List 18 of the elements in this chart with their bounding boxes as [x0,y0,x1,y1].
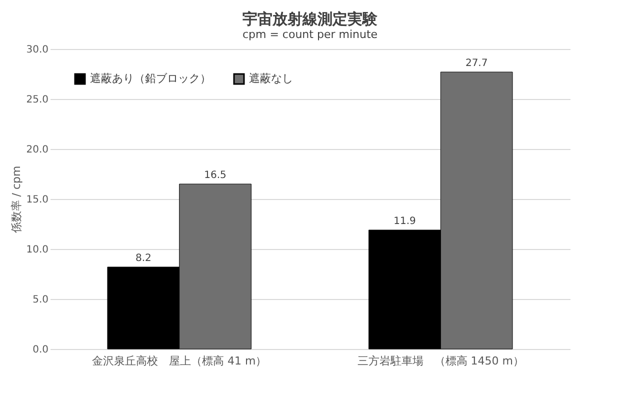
data-label: 8.2 [135,253,152,264]
legend-label: 遮蔽なし [249,72,293,85]
chart-title: 宇宙放射線測定実験 [242,10,378,28]
legend-label: 遮蔽あり（鉛ブロック） [90,72,211,85]
y-tick-label: 0.0 [32,344,48,356]
data-label: 11.9 [394,216,416,227]
y-tick-label: 30.0 [26,44,48,56]
x-tick-label: 三方岩駐車場 （標高 1450 m） [357,354,524,368]
y-tick-label: 10.0 [26,244,48,256]
y-tick-label: 15.0 [26,194,48,206]
y-tick-label: 20.0 [26,144,48,156]
chart-subtitle: cpm = count per minute [242,28,378,41]
y-axis-title: 係数率 / cpm [10,166,24,234]
x-tick-label: 金沢泉丘高校 屋上（標高 41 m） [92,354,267,368]
data-label: 16.5 [204,170,226,181]
data-label: 27.7 [465,58,488,69]
y-tick-label: 25.0 [26,94,48,106]
y-tick-label: 5.0 [32,294,48,306]
